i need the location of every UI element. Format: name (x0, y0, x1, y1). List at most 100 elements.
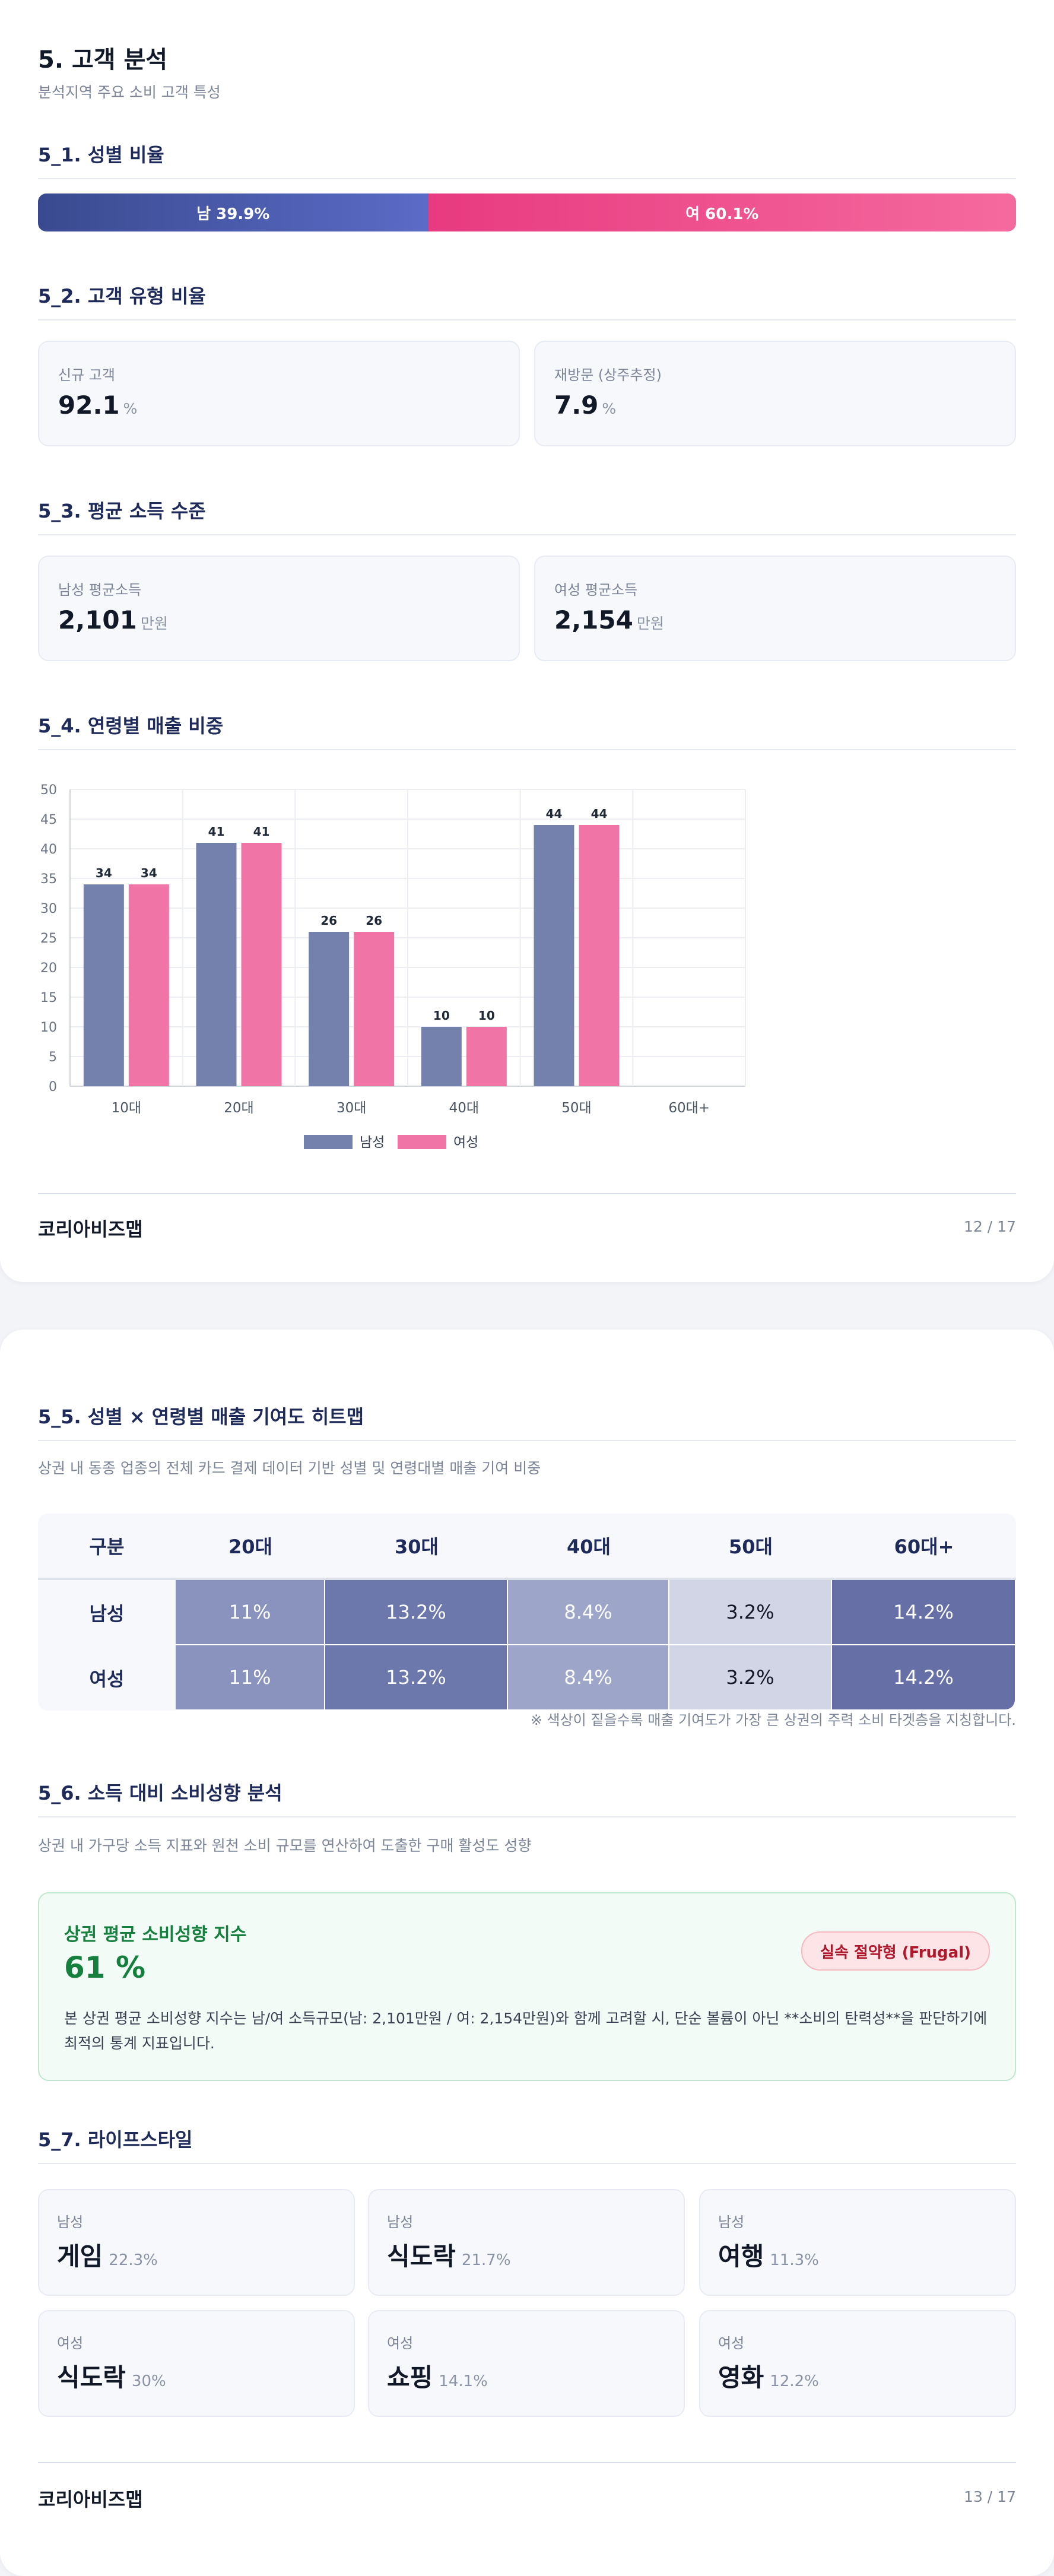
page-title: 5. 고객 분석 (38, 46, 168, 74)
customer-type-card-new: 신규 고객 92.1% (38, 341, 520, 446)
heatmap-cell: 14.2% (832, 1580, 1015, 1644)
heatmap-cell: 13.2% (325, 1645, 507, 1709)
bar-data-label: 34 (96, 866, 112, 880)
x-tick-label: 30대 (336, 1100, 366, 1116)
heatmap-cell: 14.2% (832, 1645, 1015, 1709)
bar-female (466, 1027, 507, 1086)
bar-female (241, 843, 282, 1086)
gender-ratio-bar: 남 39.9% 여 60.1% (38, 193, 1016, 231)
card-label: 재방문 (상주추정) (554, 367, 662, 383)
legend-label: 여성 (453, 1135, 478, 1150)
x-tick-label: 40대 (449, 1100, 479, 1116)
heatmap-cell: 3.2% (669, 1580, 831, 1644)
lifestyle-name: 영화 (718, 2363, 764, 2392)
card-value: 92.1% (58, 391, 138, 420)
page-subtitle: 분석지역 주요 소비 고객 특성 (38, 84, 221, 101)
bar-data-label: 10 (433, 1008, 450, 1023)
y-tick-label: 0 (49, 1080, 57, 1095)
heatmap-cell: 11% (176, 1580, 324, 1644)
section-title-spending: 5_6. 소득 대비 소비성향 분석 (38, 1782, 282, 1804)
gender-bar-female: 여 60.1% (428, 193, 1016, 231)
lifestyle-percent: 21.7% (461, 2251, 511, 2269)
lifestyle-percent: 22.3% (109, 2251, 158, 2269)
footer-divider (38, 1193, 1016, 1194)
customer-type-card-returning: 재방문 (상주추정) 7.9% (534, 341, 1016, 446)
lifestyle-gender: 남성 (387, 2214, 414, 2231)
lifestyle-category: 영화 12.2% (718, 2358, 819, 2394)
section-title-heatmap: 5_5. 성별 × 연령별 매출 기여도 히트맵 (38, 1406, 364, 1428)
card-value: 2,154 만원 (554, 605, 664, 635)
y-tick-label: 40 (40, 842, 57, 857)
bar-data-label: 41 (253, 824, 270, 839)
section-divider (38, 319, 1016, 321)
lifestyle-name: 식도락 (57, 2363, 126, 2392)
bar-data-label: 10 (478, 1008, 495, 1023)
heatmap-column-header: 40대 (567, 1536, 611, 1558)
heatmap-header-divider (38, 1578, 1016, 1580)
lifestyle-name: 게임 (57, 2242, 103, 2271)
y-tick-label: 50 (40, 783, 57, 798)
heatmap-cell: 11% (176, 1645, 324, 1709)
heatmap-note: ※ 색상이 짙을수록 매출 기여도가 가장 큰 상권의 주력 소비 타겟층을 지… (530, 1712, 1016, 1728)
heatmap-header-row (38, 1514, 1016, 1578)
y-tick-label: 20 (40, 961, 57, 976)
section-title-customer-type: 5_2. 고객 유형 비율 (38, 285, 206, 307)
report-page-13: 5_5. 성별 × 연령별 매출 기여도 히트맵 상권 내 동종 업종의 전체 … (0, 1330, 1054, 2576)
bar-female (128, 884, 169, 1086)
section-title-lifestyle: 5_7. 라이프스타일 (38, 2128, 193, 2151)
y-tick-label: 5 (49, 1050, 57, 1065)
bar-male (421, 1027, 462, 1086)
y-tick-label: 35 (40, 872, 57, 887)
income-card-female: 여성 평균소득 2,154 만원 (534, 556, 1016, 661)
heatmap-row-label: 여성 (38, 1645, 176, 1711)
bar-data-label: 44 (546, 807, 563, 821)
spending-card-title: 상권 평균 소비성향 지수 (64, 1924, 247, 1945)
footer-divider (38, 2462, 1016, 2463)
lifestyle-category: 여행 11.3% (718, 2236, 819, 2273)
section-divider (38, 2163, 1016, 2164)
bar-male (196, 843, 237, 1086)
spending-type-badge: 실속 절약형 (Frugal) (801, 1931, 990, 1971)
heatmap-column-header: 20대 (228, 1536, 272, 1558)
lifestyle-gender: 남성 (718, 2214, 745, 2231)
card-value: 7.9% (554, 391, 617, 420)
bar-male (309, 932, 350, 1086)
card-label: 신규 고객 (58, 367, 115, 383)
x-tick-label: 50대 (561, 1100, 591, 1116)
lifestyle-percent: 11.3% (770, 2251, 819, 2269)
lifestyle-name: 식도락 (387, 2242, 456, 2271)
card-label: 여성 평균소득 (554, 582, 638, 598)
bar-data-label: 26 (366, 913, 382, 928)
x-tick-label: 60대+ (668, 1100, 710, 1116)
legend-label: 남성 (360, 1135, 385, 1150)
lifestyle-gender: 여성 (387, 2335, 414, 2352)
section-divider (38, 1440, 1016, 1441)
lifestyle-name: 여행 (718, 2242, 764, 2271)
heatmap-column-header: 30대 (395, 1536, 439, 1558)
bar-female (354, 932, 395, 1086)
section-title-income: 5_3. 평균 소득 수준 (38, 500, 206, 522)
footer-brand: 코리아비즈맵 (38, 1218, 143, 1241)
income-card-male: 남성 평균소득 2,101 만원 (38, 556, 520, 661)
bar-male (534, 825, 574, 1086)
legend-swatch-male (304, 1135, 353, 1149)
bar-female (579, 825, 620, 1086)
lifestyle-category: 쇼핑 14.1% (387, 2358, 488, 2394)
card-value: 2,101 만원 (58, 605, 168, 635)
y-tick-label: 25 (40, 931, 57, 946)
bar-data-label: 34 (141, 866, 157, 880)
age-sales-bar-chart: 0 5 10 15 20 25 30 35 40 45 50 34 34 10대 41 41 20대 26 26 30… (40, 783, 746, 1150)
report-page-12: 5. 고객 분석 분석지역 주요 소비 고객 특성 5_1. 성별 비율 남 3… (0, 0, 1054, 1282)
lifestyle-card: 여성 식도락 30% (38, 2310, 355, 2417)
lifestyle-gender: 남성 (57, 2214, 84, 2231)
bar-male (83, 884, 124, 1086)
lifestyle-gender: 여성 (718, 2335, 745, 2352)
y-tick-label: 30 (40, 902, 57, 916)
spending-body-text: 본 상권 평균 소비성향 지수는 남/여 소득규모(남: 2,101만원 / 여… (64, 2010, 988, 2052)
bar-data-label: 41 (208, 824, 225, 839)
y-tick-label: 45 (40, 813, 57, 827)
section-divider (38, 749, 1016, 750)
